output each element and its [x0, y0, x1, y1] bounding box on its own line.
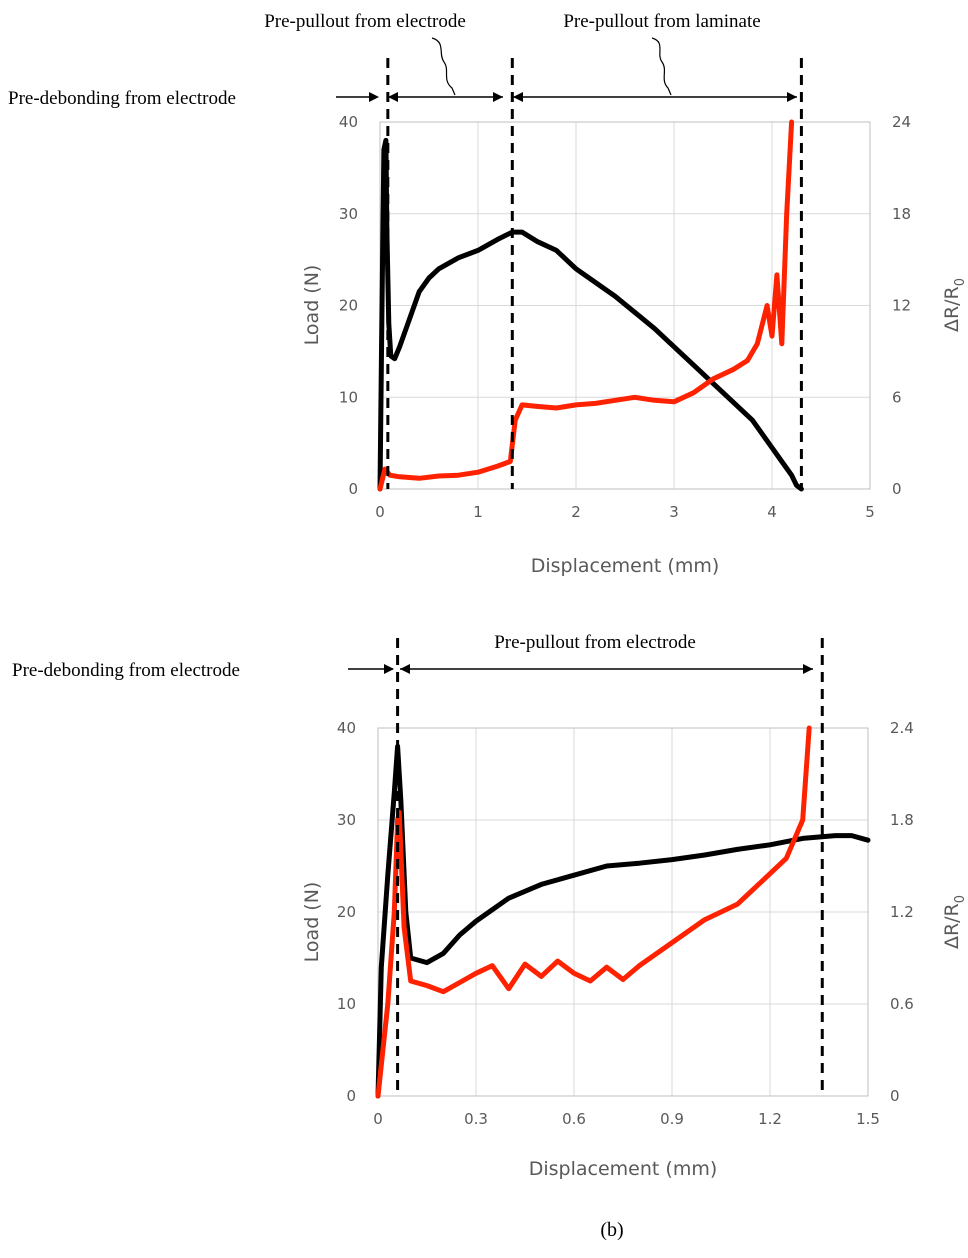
arrowhead	[369, 92, 379, 102]
chart-a-phase-lines	[386, 58, 803, 489]
chart-b-x-tick-label: 1.5	[856, 1110, 880, 1128]
chart-b-y-tick-label: 20	[337, 903, 356, 921]
chart-a-y2-axis-label: ΔR/R0	[941, 278, 968, 332]
arrowhead	[388, 92, 398, 102]
chart-a-x-tick-label: 5	[865, 503, 875, 521]
annotation-leader	[431, 37, 456, 96]
arrowhead	[400, 664, 410, 674]
annotation-pre-debonding-b: Pre-debonding from electrode	[12, 660, 240, 681]
chart-b-y-axis-label: Load (N)	[301, 882, 323, 963]
chart-a-y-tick-label: 30	[339, 205, 358, 223]
annotation-leader	[651, 37, 672, 96]
chart-b-y-tick-label: 30	[337, 811, 356, 829]
chart-a-x-tick-label: 0	[375, 503, 385, 521]
chart-b-y-tick-label: 40	[337, 719, 356, 737]
chart-a-x-tick-label: 3	[669, 503, 679, 521]
chart-a-y2-tick-label: 6	[892, 388, 902, 406]
chart-a-y-tick-label: 20	[339, 297, 358, 315]
chart-a-y-axis-label: Load (N)	[301, 265, 323, 346]
chart-b-y2-tick-label: 1.8	[890, 811, 914, 829]
annotation-pre-pullout-electrode-b: Pre-pullout from electrode	[494, 632, 696, 653]
chart-a-x-tick-label: 4	[767, 503, 777, 521]
chart-b-series-load-line	[375, 743, 871, 1099]
annotation-pre-pullout-laminate-a: Pre-pullout from laminate	[563, 11, 760, 32]
chart-b-x-tick-label: 0.6	[562, 1110, 586, 1128]
chart-b: 0 0.3 0.6 0.9 1.2 1.5 0 10 20 30 40 0 0.6 1.2 1.8 2.4 D…	[12, 632, 968, 1180]
figure-caption: (b)	[600, 1219, 623, 1241]
chart-b-x-tick-label: 0.3	[464, 1110, 488, 1128]
chart-b-y2-tick-label: 1.2	[890, 903, 914, 921]
chart-a-y-tick-label: 10	[339, 388, 358, 406]
chart-b-x-tick-label: 0	[373, 1110, 383, 1128]
chart-a-y-tick-label: 40	[339, 113, 358, 131]
arrowhead	[513, 92, 523, 102]
chart-b-y2-axis-label: ΔR/R0	[941, 895, 968, 949]
chart-b-tick-labels: 0 0.3 0.6 0.9 1.2 1.5 0 10 20 30 40 0 0.6 1.2 1.8 2.4	[337, 719, 914, 1128]
arrowhead	[384, 664, 394, 674]
arrowhead	[493, 92, 503, 102]
chart-b-series-resistance-line	[375, 725, 812, 1099]
arrowhead	[803, 664, 813, 674]
chart-a-series-load-line	[377, 137, 804, 492]
chart-b-y-tick-label: 10	[337, 995, 356, 1013]
chart-a-y2-tick-label: 24	[892, 113, 911, 131]
chart-a-y2-axis-label-subscript: 0	[953, 278, 968, 286]
chart-a-series-resistance-line	[377, 119, 795, 492]
chart-b-y2-axis-label-subscript: 0	[953, 895, 968, 903]
chart-a-y2-tick-label: 0	[892, 480, 902, 498]
chart-b-y2-tick-label: 2.4	[890, 719, 914, 737]
chart-a-y2-tick-label: 18	[892, 205, 911, 223]
chart-a-x-tick-label: 2	[571, 503, 581, 521]
chart-b-y2-tick-label: 0.6	[890, 995, 914, 1013]
chart-a-series	[377, 119, 804, 492]
chart-b-x-tick-label: 0.9	[660, 1110, 684, 1128]
chart-a-x-tick-label: 1	[473, 503, 483, 521]
chart-a-y2-tick-label: 12	[892, 297, 911, 315]
chart-b-phase-lines	[396, 638, 824, 1096]
chart-b-plot-frame	[377, 727, 869, 1097]
chart-b-x-tick-label: 1.2	[758, 1110, 782, 1128]
chart-b-y2-tick-label: 0	[890, 1087, 900, 1105]
chart-b-grid	[377, 727, 869, 1097]
chart-a-x-axis-label: Displacement (mm)	[531, 555, 720, 577]
chart-a-y-tick-label: 0	[348, 480, 358, 498]
annotation-pre-debonding-a: Pre-debonding from electrode	[8, 88, 236, 109]
chart-b-x-axis-label: Displacement (mm)	[529, 1158, 718, 1180]
chart-b-y-tick-label: 0	[346, 1087, 356, 1105]
arrowhead	[787, 92, 797, 102]
annotation-pre-pullout-electrode-a: Pre-pullout from electrode	[264, 11, 466, 32]
